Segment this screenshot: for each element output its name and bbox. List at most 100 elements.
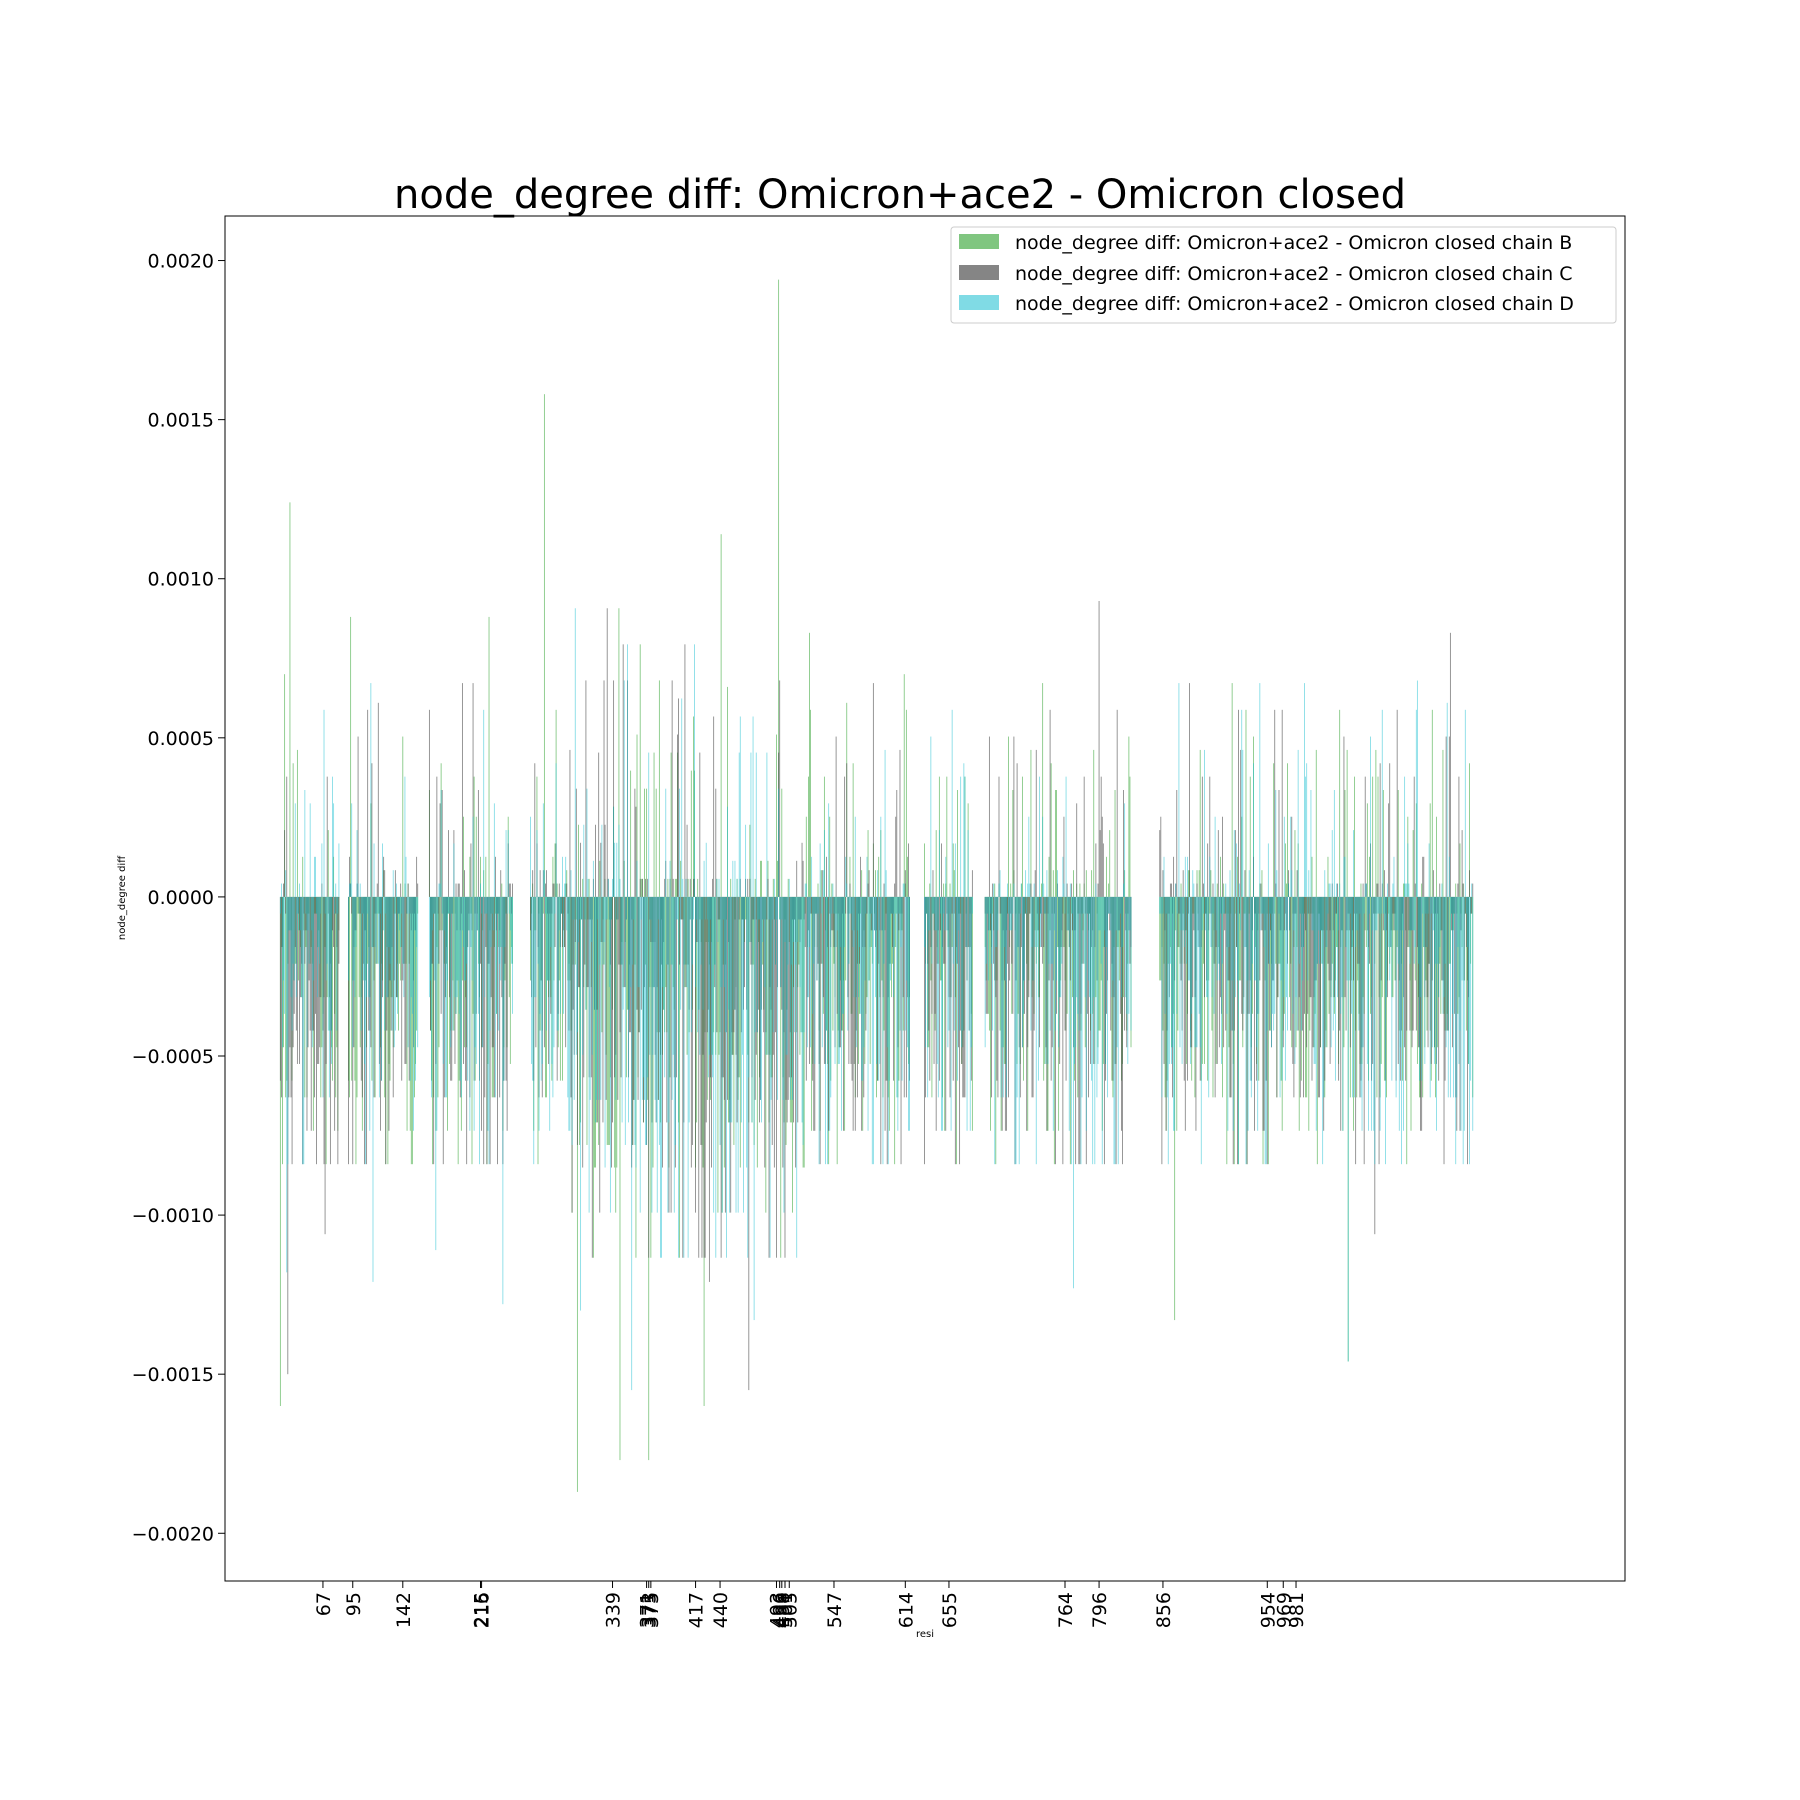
- bar: [1390, 896, 1392, 948]
- bar: [1464, 896, 1466, 914]
- x-tick-label: 614: [895, 1592, 917, 1628]
- bar: [1322, 896, 1324, 1165]
- bar: [812, 896, 814, 1014]
- bar: [1217, 896, 1219, 964]
- bar: [754, 896, 756, 1033]
- bar: [305, 896, 307, 931]
- bar: [512, 896, 513, 1014]
- bar: [1272, 896, 1274, 1014]
- bar: [1430, 896, 1432, 914]
- bar: [869, 896, 871, 1064]
- bar: [864, 896, 866, 1064]
- bar: [822, 896, 824, 998]
- bar: [697, 878, 699, 897]
- bar: [1457, 896, 1459, 948]
- bar: [679, 896, 681, 965]
- bar: [670, 896, 672, 965]
- bar: [1346, 896, 1348, 981]
- bar: [377, 896, 379, 964]
- bar: [296, 896, 298, 1064]
- bar: [1211, 896, 1213, 998]
- bar: [1050, 763, 1052, 897]
- bar: [1163, 856, 1165, 897]
- bar: [602, 896, 604, 1123]
- bar: [990, 896, 991, 931]
- bar: [1262, 896, 1264, 914]
- bar: [635, 806, 637, 897]
- bar: [1192, 870, 1194, 897]
- bar: [1298, 896, 1300, 964]
- bar: [1168, 896, 1170, 1064]
- bar: [374, 896, 376, 948]
- bar: [1188, 870, 1189, 897]
- bar: [1358, 896, 1360, 1031]
- bar: [508, 883, 510, 897]
- bar: [832, 896, 834, 931]
- bar: [482, 896, 484, 1048]
- bar: [875, 896, 876, 998]
- bar: [494, 896, 496, 1098]
- bar: [955, 896, 957, 1165]
- bar: [1416, 896, 1418, 1064]
- bar: [998, 883, 1000, 897]
- bar: [1441, 883, 1443, 897]
- bar: [1376, 896, 1378, 1098]
- bar: [1343, 736, 1345, 897]
- bar: [684, 896, 686, 965]
- bar: [309, 803, 311, 897]
- bar: [1299, 896, 1301, 1098]
- bar: [361, 896, 363, 914]
- bar: [690, 770, 692, 897]
- bar: [821, 896, 823, 1048]
- bar: [1193, 883, 1195, 897]
- bar: [457, 896, 459, 1165]
- bar: [1336, 896, 1337, 914]
- x-tick-label: 498: [772, 1592, 794, 1628]
- bar: [603, 680, 605, 897]
- bar: [1444, 896, 1446, 1081]
- bar: [480, 896, 481, 964]
- bar: [880, 816, 882, 897]
- bar: [407, 883, 409, 897]
- bar: [1391, 896, 1393, 1081]
- bar: [1288, 883, 1289, 897]
- bar: [835, 896, 837, 948]
- bar: [818, 896, 820, 1165]
- bar: [307, 896, 309, 1048]
- bar: [430, 896, 431, 981]
- bar: [370, 683, 372, 897]
- bar: [746, 896, 748, 1168]
- bar: [929, 883, 931, 897]
- bar: [534, 896, 536, 998]
- bar: [846, 883, 848, 897]
- bar: [473, 896, 475, 1131]
- bar: [1041, 896, 1042, 948]
- bar: [763, 896, 765, 1033]
- bar: [1467, 896, 1468, 948]
- bar: [907, 896, 908, 1048]
- bar: [718, 896, 720, 920]
- bar: [325, 896, 327, 1064]
- bar: [1361, 896, 1363, 1131]
- bar: [315, 896, 316, 1014]
- bar: [782, 896, 784, 1100]
- bar: [832, 883, 834, 897]
- bar: [1159, 896, 1161, 981]
- bar: [951, 896, 953, 914]
- bar: [438, 896, 440, 964]
- bar: [574, 896, 576, 943]
- bar: [859, 896, 860, 948]
- bar: [704, 896, 706, 920]
- bar: [1021, 896, 1023, 1048]
- bar: [1449, 632, 1451, 897]
- bar: [603, 896, 605, 943]
- bar: [963, 896, 965, 1098]
- bar: [1275, 896, 1277, 964]
- bar: [772, 878, 774, 897]
- bar: [489, 896, 491, 1031]
- bar: [961, 896, 963, 1048]
- bar: [685, 896, 687, 988]
- bar: [986, 896, 988, 1014]
- bar: [898, 896, 900, 1081]
